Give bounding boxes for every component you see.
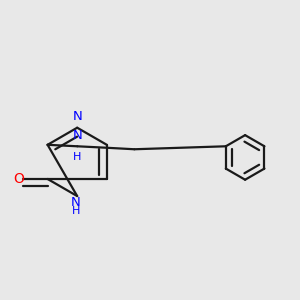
Text: H: H	[71, 206, 80, 216]
Text: N: N	[72, 110, 82, 123]
Text: N: N	[72, 129, 82, 142]
Text: O: O	[13, 172, 24, 186]
Text: N: N	[71, 196, 81, 209]
Text: H: H	[73, 152, 82, 162]
